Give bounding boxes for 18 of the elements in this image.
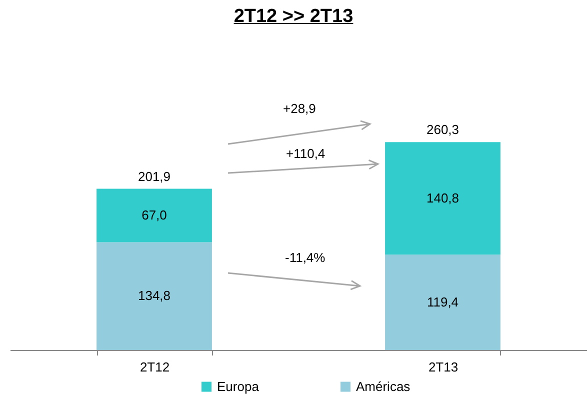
data-label: 119,4 [426, 294, 459, 310]
x-tick-label: 2T13 [428, 360, 458, 374]
bar [385, 254, 500, 350]
total-label: 201,9 [138, 168, 171, 184]
data-label: 67,0 [142, 208, 167, 223]
text: +28,9 [283, 101, 316, 116]
legend-label: Américas [356, 378, 411, 394]
data-label: 140,8 [426, 190, 460, 206]
annotation: -11,4% [285, 250, 326, 265]
legend-label: Europa [217, 378, 260, 394]
annotation: +110,4 [286, 146, 326, 161]
bar [385, 142, 500, 255]
x-tick-label: 2T12 [140, 360, 170, 374]
total-label: 260,3 [426, 122, 460, 138]
data-label: 134,8 [138, 288, 171, 304]
bar [96, 242, 212, 350]
chart-title: 2T12 >> 2T13 [232, 6, 354, 28]
bar [96, 188, 212, 242]
